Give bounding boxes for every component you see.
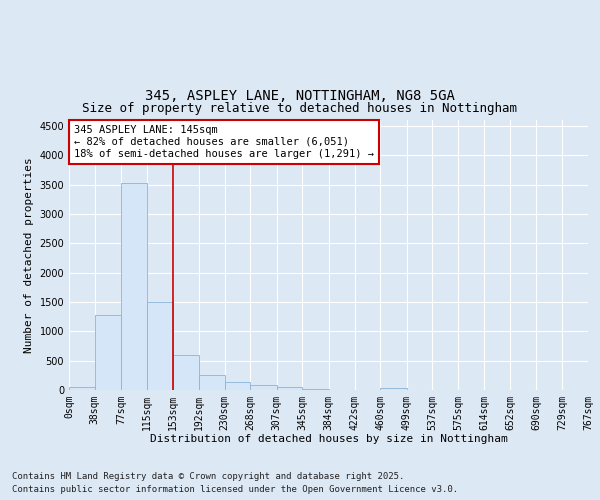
Y-axis label: Number of detached properties: Number of detached properties <box>24 157 34 353</box>
Bar <box>121 183 147 390</box>
Bar <box>199 376 224 390</box>
Text: 345 ASPLEY LANE: 145sqm
← 82% of detached houses are smaller (6,051)
18% of semi: 345 ASPLEY LANE: 145sqm ← 82% of detache… <box>74 126 374 158</box>
Text: Contains HM Land Registry data © Crown copyright and database right 2025.: Contains HM Land Registry data © Crown c… <box>12 472 404 481</box>
X-axis label: Distribution of detached houses by size in Nottingham: Distribution of detached houses by size … <box>149 434 508 444</box>
Text: Size of property relative to detached houses in Nottingham: Size of property relative to detached ho… <box>83 102 517 115</box>
Bar <box>173 355 199 390</box>
Bar <box>380 388 407 390</box>
Text: Contains public sector information licensed under the Open Government Licence v3: Contains public sector information licen… <box>12 485 458 494</box>
Bar <box>69 387 95 390</box>
Bar <box>250 386 277 390</box>
Text: 345, ASPLEY LANE, NOTTINGHAM, NG8 5GA: 345, ASPLEY LANE, NOTTINGHAM, NG8 5GA <box>145 88 455 102</box>
Bar <box>147 302 173 390</box>
Bar <box>277 387 302 390</box>
Bar <box>224 382 250 390</box>
Bar <box>95 315 121 390</box>
